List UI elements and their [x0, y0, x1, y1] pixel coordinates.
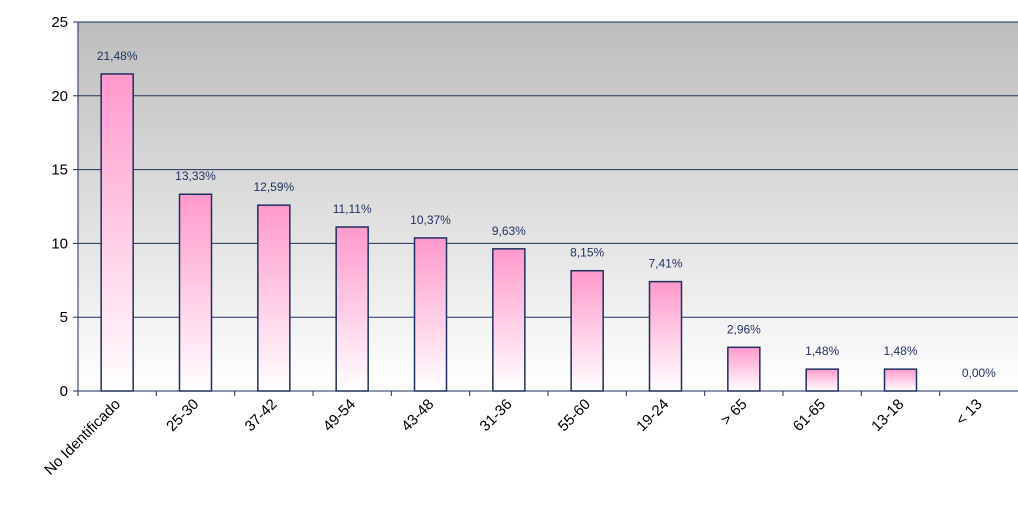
y-tick-label: 10 [51, 235, 68, 252]
bar [335, 226, 369, 392]
bar [257, 204, 291, 392]
x-tick-label: No Identificado [41, 396, 124, 479]
y-tick-label: 0 [60, 383, 68, 400]
value-label: 7,41% [648, 257, 682, 271]
value-label: 0,00% [962, 366, 996, 380]
value-label: 8,15% [570, 246, 604, 260]
x-tick-label: 43-48 [398, 396, 437, 435]
bar [648, 280, 683, 392]
value-label: 1,48% [883, 344, 917, 358]
value-label: 13,33% [175, 169, 216, 183]
y-tick-label: 5 [60, 309, 68, 326]
value-label: 1,48% [805, 344, 839, 358]
value-label: 2,96% [727, 322, 761, 336]
y-tick-label: 25 [51, 14, 68, 31]
value-label: 21,48% [97, 49, 138, 63]
y-tick-label: 20 [51, 88, 68, 105]
x-tick-label: > 65 [718, 396, 751, 429]
bar [883, 368, 918, 392]
x-tick-label: 49-54 [320, 396, 359, 435]
value-label: 11,11% [333, 202, 372, 216]
bar [727, 346, 761, 392]
bar [413, 237, 448, 392]
x-tick-label: 13-18 [868, 396, 907, 435]
x-tick-label: 37-42 [242, 396, 281, 435]
value-label: 9,63% [492, 224, 526, 238]
plot-area [78, 22, 1018, 391]
bar [178, 193, 213, 392]
x-tick-label: 61-65 [790, 396, 829, 435]
value-label: 10,37% [410, 213, 451, 227]
x-tick-label: 19-24 [633, 396, 672, 435]
bar [492, 248, 526, 392]
bar [805, 368, 839, 392]
x-tick-label: 25-30 [163, 396, 202, 435]
x-tick-label: < 13 [953, 396, 986, 429]
y-tick-label: 15 [51, 162, 68, 179]
x-tick-label: 31-36 [477, 396, 516, 435]
bar [100, 73, 134, 392]
value-label: 12,59% [253, 180, 294, 194]
x-tick-label: 55-60 [555, 396, 594, 435]
bar [570, 269, 604, 392]
